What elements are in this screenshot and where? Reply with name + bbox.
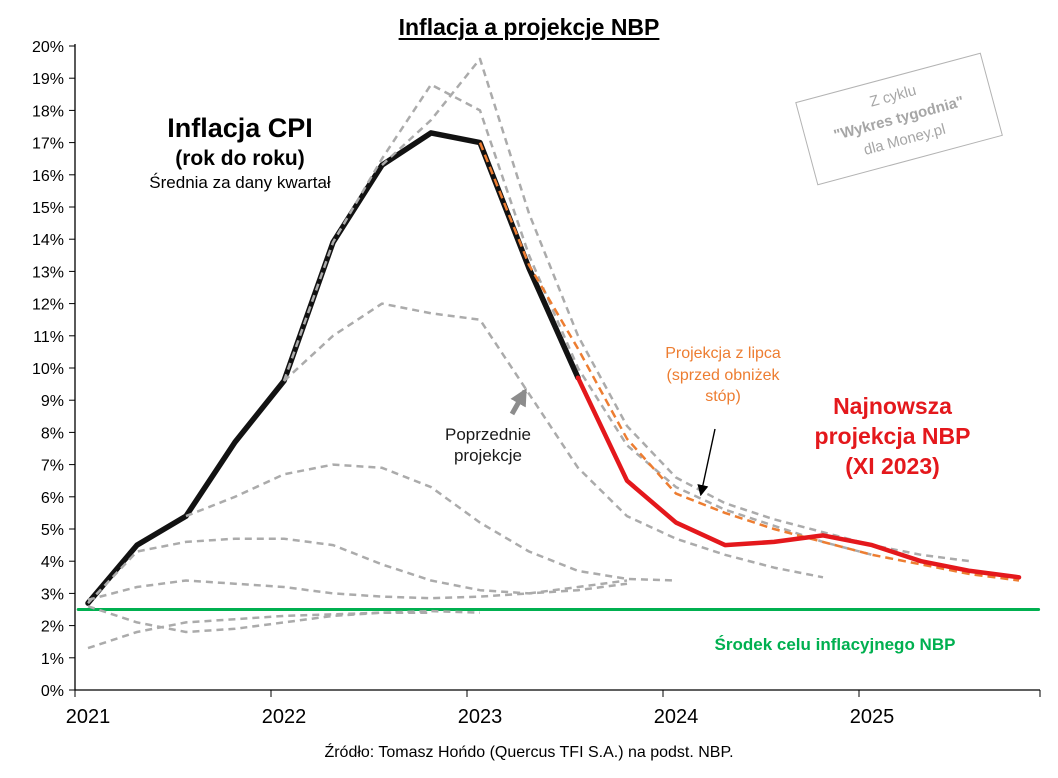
y-axis-tick-label: 4% [41,554,64,571]
series-july-projection [478,142,1020,582]
y-axis-tick-label: 0% [41,683,64,700]
latest-projection-label-line3: (XI 2023) [845,452,940,479]
x-axis-tick-label: 2021 [66,706,111,728]
y-axis-tick-label: 17% [32,136,64,153]
source-caption: Źródło: Tomasz Hońdo (Quercus TFI S.A.) … [324,744,734,761]
y-axis-tick-label: 20% [32,39,64,56]
series-previous-3 [87,579,628,602]
x-axis-tick-label: 2024 [654,706,699,728]
y-axis-tick-label: 16% [32,168,64,185]
y-axis-tick-label: 18% [32,103,64,120]
y-axis-tick-label: 6% [41,490,64,507]
series-layer [76,57,1041,650]
previous-projections-label-line1: Poprzednie [444,425,531,444]
previous-projections-label: Poprzednie projekcje [398,424,578,467]
y-axis-tick-label: 14% [32,232,64,249]
y-axis-tick-label: 1% [41,651,64,668]
y-axis-tick-label: 10% [32,361,64,378]
axis-labels: 0% 1% 2% 3% 4% 5% 6% 7% 8% 9% 10% 11% 12% 13% 14% 15% 16… [32,39,1041,728]
july-projection-label-line2: (sprzed obniżek [666,366,780,384]
x-axis-tick-label: 2025 [850,706,895,728]
y-axis-tick-label: 7% [41,458,64,475]
cpi-annotation: Inflacja CPI (rok do roku) Średnia za da… [105,112,375,193]
series-previous-7 [282,83,873,557]
y-axis-tick-label: 12% [32,297,64,314]
previous-projections-arrow [509,387,528,416]
july-projection-arrow [697,428,716,497]
series-previous-1 [87,611,431,650]
previous-projections-label-line2: projekcje [453,446,523,466]
y-axis-tick-label: 13% [32,264,64,281]
y-axis-tick-label: 3% [41,586,64,603]
x-axis-tick-label: 2023 [458,706,503,728]
latest-projection-label-line1: Najnowsza [833,393,952,419]
cpi-annotation-sub2: Średnia za dany kwartał [149,173,331,192]
y-axis-tick-label: 5% [41,522,64,539]
y-axis-tick-label: 9% [41,393,64,410]
cpi-annotation-sub1: (rok do roku) [175,146,305,170]
y-axis-tick-label: 11% [33,329,64,346]
latest-projection-label: Najnowsza projekcja NBP (XI 2023) [785,392,1000,482]
series-latest-projection [575,375,1022,580]
y-axis-tick-label: 15% [32,200,64,217]
chart-title: Inflacja a projekcje NBP [0,14,1058,41]
y-axis-tick-label: 8% [41,425,64,442]
y-axis-tick-label: 19% [32,71,64,88]
july-projection-label-line3: stóp) [705,388,741,406]
latest-projection-label-line2: projekcja NBP [814,422,971,449]
july-projection-label-line1: Projekcja z lipca [665,345,781,362]
chart-title-text: Inflacja a projekcje NBP [398,14,660,40]
series-previous-5 [185,463,677,582]
cpi-annotation-title: Inflacja CPI [167,113,313,143]
x-axis-tick-label: 2022 [262,706,307,728]
y-axis-tick-label: 2% [41,619,64,636]
series-previous-4 [87,537,628,604]
inflation-target-label: Środek celu inflacyjnego NBP [714,635,956,654]
july-projection-label: Projekcja z lipca (sprzed obniżek stóp) [628,343,818,408]
